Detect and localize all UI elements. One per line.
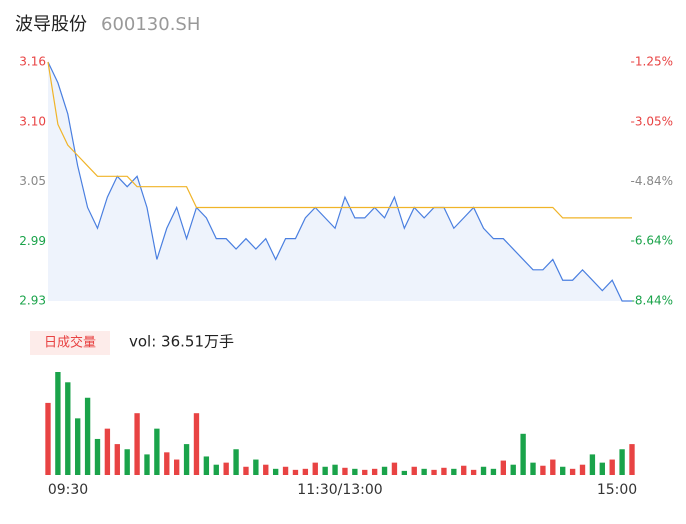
volume-bar: [540, 465, 546, 475]
volume-bar: [560, 466, 566, 475]
volume-bar: [510, 464, 516, 475]
price-line: [47, 61, 632, 302]
volume-bar: [45, 402, 51, 475]
volume-bar: [391, 462, 398, 475]
volume-bar: [431, 469, 437, 475]
volume-bar: [421, 468, 427, 475]
volume-bar: [164, 452, 170, 475]
volume-bar: [272, 468, 279, 475]
volume-bar: [223, 462, 229, 475]
volume-bar: [114, 444, 120, 475]
volume-bar: [520, 433, 526, 475]
volume-total: vol: 36.51万手: [129, 333, 234, 351]
volume-bar: [332, 464, 338, 475]
volume-bar: [75, 418, 81, 475]
volume-bar: [352, 468, 358, 475]
x-tick-label: 15:00: [597, 482, 637, 498]
volume-bar: [233, 449, 239, 475]
y-tick-label: 2.99: [19, 234, 46, 248]
volume-bar: [144, 454, 150, 475]
volume-bar: [381, 466, 388, 475]
volume-bar: [65, 382, 71, 475]
volume-bar: [470, 469, 477, 475]
y-tick-label: 2.93: [19, 294, 46, 308]
volume-bar: [292, 469, 299, 475]
volume-bar: [451, 468, 457, 475]
volume-bar: [401, 470, 408, 475]
x-tick-label: 11:30/13:00: [297, 482, 382, 498]
volume-bar: [490, 468, 497, 475]
y-tick-label: 3.16: [19, 55, 46, 69]
volume-bar: [342, 467, 348, 475]
volume-bar: [174, 459, 180, 475]
volume-bar: [441, 467, 447, 475]
price-area: [48, 62, 632, 301]
volume-bar: [213, 464, 219, 475]
volume-bar: [362, 469, 368, 475]
volume-bar: [550, 459, 556, 475]
volume-bar: [500, 460, 506, 475]
volume-bar: [134, 413, 140, 475]
stock-code: 600130.SH: [101, 14, 200, 35]
volume-bar: [94, 438, 101, 475]
volume-bar: [322, 466, 328, 475]
volume-bar: [480, 466, 487, 475]
volume-badge: [30, 331, 110, 355]
volume-bar: [312, 462, 318, 475]
y2-tick-label: -3.05%: [631, 114, 673, 128]
volume-bar: [84, 397, 91, 475]
volume-bar: [263, 464, 269, 475]
volume-bar: [203, 456, 210, 475]
volume-bar: [371, 468, 378, 475]
volume-bar: [599, 462, 605, 475]
volume-bar: [579, 464, 586, 475]
volume-bar: [282, 466, 289, 475]
volume-bar: [253, 459, 259, 475]
volume-bar: [124, 449, 130, 475]
volume-bar: [569, 468, 576, 475]
volume-bar: [302, 468, 309, 475]
volume-bar: [55, 372, 61, 475]
average-line: [47, 61, 632, 219]
volume-bar: [629, 444, 635, 475]
volume-bar: [154, 428, 160, 475]
x-tick-label: 09:30: [48, 482, 88, 498]
y-tick-label: 3.10: [19, 114, 46, 128]
volume-bar: [461, 465, 467, 475]
volume-bar: [411, 466, 417, 475]
y-tick-label: 3.05: [19, 174, 46, 188]
y2-tick-label: -1.25%: [631, 55, 673, 69]
volume-bar: [193, 413, 200, 475]
volume-label: 日成交量: [44, 335, 96, 351]
volume-bar: [609, 459, 615, 475]
volume-bar: [530, 462, 536, 475]
chart-title: 波导股份: [15, 14, 87, 35]
volume-bar: [619, 449, 625, 475]
volume-bar: [104, 428, 111, 475]
y2-tick-label: -6.64%: [631, 234, 673, 248]
y2-tick-label: -8.44%: [631, 294, 673, 308]
volume-bar: [183, 444, 190, 475]
y2-tick-label: -4.84%: [631, 174, 673, 188]
volume-bar: [243, 466, 249, 475]
volume-bar: [589, 454, 596, 475]
